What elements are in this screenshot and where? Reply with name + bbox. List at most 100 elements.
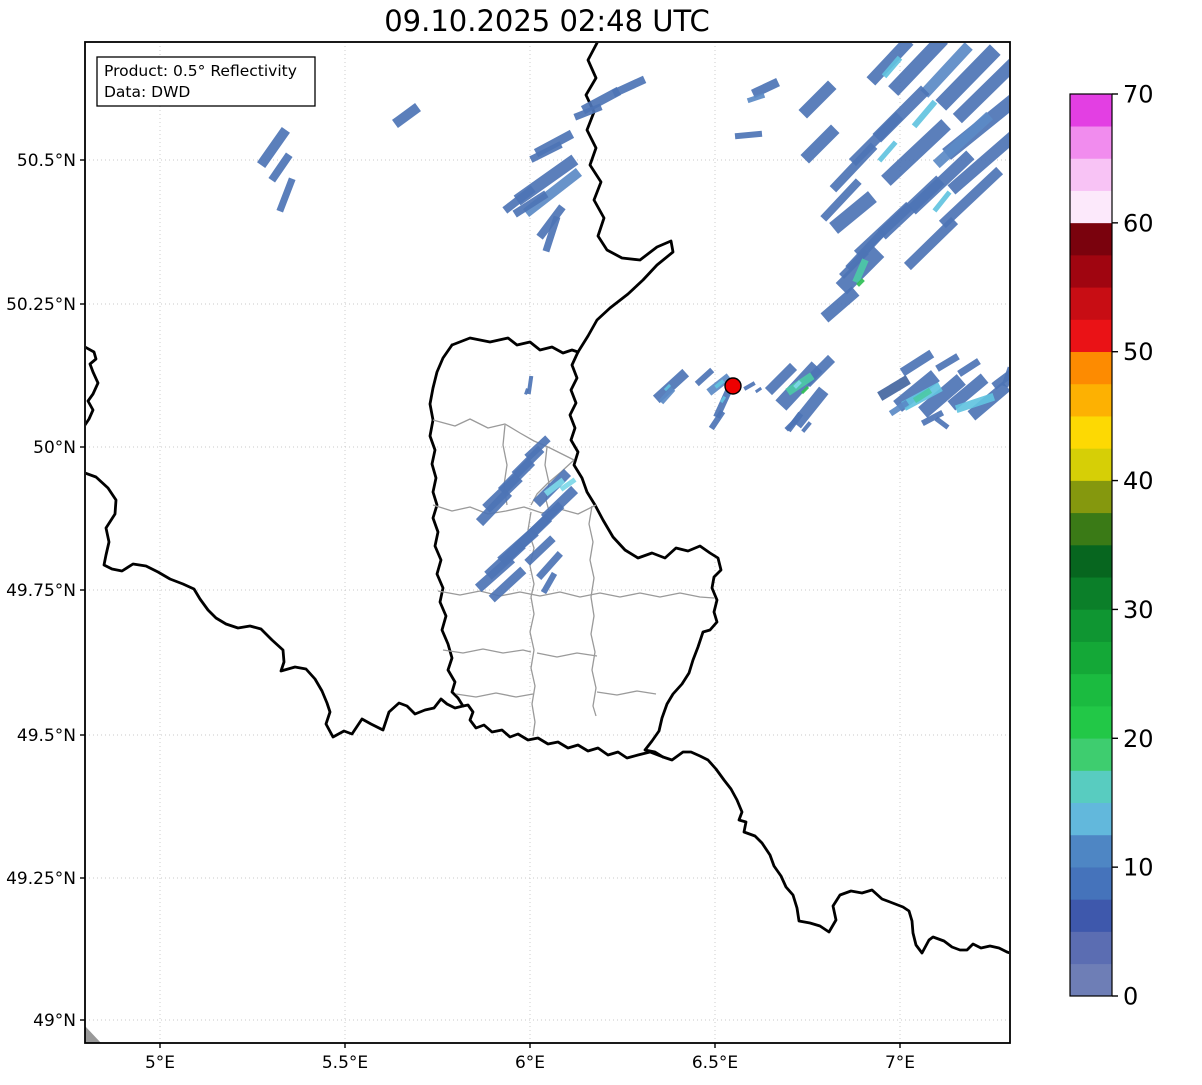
colorbar-segment <box>1070 802 1112 836</box>
canton-border-path <box>437 590 715 599</box>
radar-echo-stroke <box>888 43 948 96</box>
radar-echo-stroke <box>536 551 563 580</box>
country-border-path <box>428 343 465 708</box>
radar-echo-stroke <box>881 119 951 186</box>
radar-echo-stroke <box>764 362 798 396</box>
radar-echo-stroke <box>663 383 672 392</box>
x-tick-label: 5°E <box>145 1053 175 1073</box>
radar-echo-stroke <box>512 190 549 218</box>
colorbar-segment <box>1070 673 1112 707</box>
canton-border-path <box>432 418 575 461</box>
radar-echo-stroke <box>881 55 903 79</box>
colorbar-tick-label: 30 <box>1123 596 1154 624</box>
colorbar-tick-label: 50 <box>1123 338 1154 366</box>
country-border-path <box>568 350 723 759</box>
colorbar-segment <box>1070 286 1112 320</box>
radar-echo-stroke <box>751 78 780 98</box>
radar-echo-stroke <box>798 80 837 119</box>
radar-echo-stroke <box>793 380 802 389</box>
x-tick-label: 5.5°E <box>322 1053 368 1073</box>
radar-echo-stroke <box>920 409 945 427</box>
canton-border-path <box>544 446 550 512</box>
canton-border-path <box>536 652 598 658</box>
radar-echo-stroke <box>877 140 898 163</box>
radar-echo-stroke <box>932 111 994 169</box>
radar-echo-stroke <box>474 554 516 593</box>
map-corner-fragment <box>85 1026 101 1043</box>
radar-echo-stroke <box>475 488 513 527</box>
radar-site-marker <box>724 377 742 395</box>
colorbar-segment <box>1070 770 1112 804</box>
radar-echo-stroke <box>947 373 989 411</box>
colorbar-segment <box>1070 480 1112 514</box>
radar-echo-stroke <box>920 43 973 98</box>
y-tick-label: 50.25°N <box>6 295 76 315</box>
radar-echo-stroke <box>573 103 603 121</box>
canton-border-path <box>455 692 534 698</box>
colorbar-segment <box>1070 383 1112 417</box>
radar-echo-stroke <box>899 349 935 377</box>
plot-frame <box>84 41 1011 1044</box>
radar-echo-stroke <box>658 386 676 405</box>
colorbar-tick-label: 60 <box>1123 209 1154 237</box>
radar-echo-stroke <box>934 416 950 430</box>
colorbar-segments <box>1070 93 1112 997</box>
colorbar-frame <box>1069 93 1113 997</box>
radar-echo-stroke <box>903 216 959 271</box>
colorbar-tick-label: 70 <box>1123 81 1154 109</box>
country-border-path <box>86 471 465 739</box>
country-border-path <box>461 703 665 760</box>
radar-echo-stroke <box>935 353 960 372</box>
country-border-path <box>450 336 580 355</box>
colorbar-segment <box>1070 190 1112 224</box>
country-border-path <box>661 750 1009 955</box>
colorbar-segment <box>1070 641 1112 675</box>
radar-echo-stroke <box>912 387 933 404</box>
y-tick-label: 49.25°N <box>6 869 76 889</box>
radar-echo-stroke <box>526 375 534 395</box>
radar-echo-stroke <box>820 286 860 323</box>
radar-echo-stroke <box>708 409 726 431</box>
radar-echo-stroke <box>533 129 575 158</box>
radar-echo-stroke <box>888 399 910 417</box>
canton-border-path <box>588 505 597 717</box>
y-tick-label: 49°N <box>33 1011 76 1031</box>
radar-echo-stroke <box>800 385 810 395</box>
colorbar-segment <box>1070 448 1112 481</box>
annotation-data-line: Data: DWD <box>104 83 190 101</box>
radar-echo-stroke <box>524 388 529 395</box>
canton-border-path <box>596 690 657 696</box>
x-axis-ticks: 5°E 5.5°E 6°E 6.5°E 7°E <box>145 1043 915 1073</box>
colorbar-segment <box>1070 899 1112 932</box>
radar-echo-stroke <box>856 278 865 287</box>
colorbar-segment <box>1070 512 1112 546</box>
radar-echo-stroke <box>542 215 561 253</box>
canton-border-path <box>527 511 536 737</box>
radar-echo-stroke <box>935 44 1001 111</box>
radar-echo-stroke <box>268 152 293 183</box>
radar-echo-stroke <box>839 249 869 279</box>
y-tick-label: 50.5°N <box>17 151 76 171</box>
colorbar-segment <box>1070 222 1112 256</box>
canton-border-path <box>530 459 575 506</box>
radar-echo-stroke <box>866 43 914 86</box>
colorbar-tick-label: 0 <box>1123 983 1138 1011</box>
colorbar-segment <box>1070 963 1112 997</box>
radar-echo-stroke <box>801 421 812 433</box>
y-tick-label: 49.75°N <box>6 581 76 601</box>
colorbar-segment <box>1070 254 1112 288</box>
colorbar-segment <box>1070 93 1112 127</box>
radar-echo-stroke <box>276 177 296 213</box>
radar-echo-stroke <box>957 358 981 377</box>
radar-echo-stroke <box>1001 366 1009 388</box>
colorbar-tick-label: 20 <box>1123 725 1154 753</box>
radar-echo-stroke <box>938 166 1004 229</box>
colorbar-segment <box>1070 737 1112 771</box>
canton-border-path <box>442 648 532 654</box>
radar-echo-stroke <box>392 103 421 128</box>
colorbar-tick-label: 10 <box>1123 854 1154 882</box>
radar-echo-stroke <box>918 374 966 418</box>
radar-echo-stroke <box>611 75 647 98</box>
radar-echo-stroke <box>559 477 577 492</box>
